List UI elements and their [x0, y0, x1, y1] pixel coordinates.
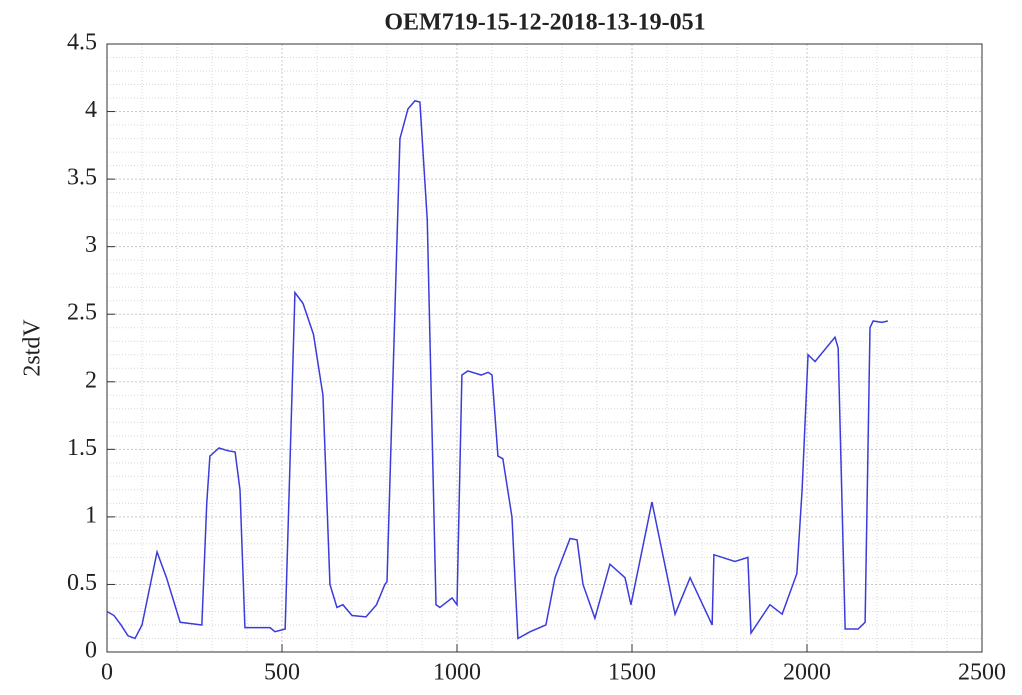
- y-axis-label: 2stdV: [20, 319, 46, 377]
- plot-frame: [106, 43, 983, 653]
- x-tick-label: 1500: [608, 660, 656, 686]
- y-tick-label: 0: [85, 638, 97, 664]
- y-tick-label: 4: [85, 97, 97, 123]
- plot-area: [107, 44, 982, 652]
- x-tick-label: 500: [264, 660, 300, 686]
- x-tick-label: 2500: [958, 660, 1006, 686]
- y-tick-label: 1.5: [67, 435, 97, 461]
- y-tick-label: 0.5: [67, 570, 97, 596]
- y-tick-label: 1: [85, 502, 97, 528]
- data-line: [106, 99, 889, 640]
- y-tick-label: 3.5: [67, 165, 97, 191]
- x-tick-label: 2000: [783, 660, 831, 686]
- y-tick-label: 2: [85, 367, 97, 393]
- x-tick-label: 0: [101, 660, 113, 686]
- y-tick-label: 4.5: [67, 30, 97, 56]
- x-tick-label: 1000: [433, 660, 481, 686]
- y-tick-label: 3: [85, 232, 97, 258]
- chart-title: OEM719-15-12-2018-13-19-051: [384, 10, 705, 36]
- y-tick-label: 2.5: [67, 300, 97, 326]
